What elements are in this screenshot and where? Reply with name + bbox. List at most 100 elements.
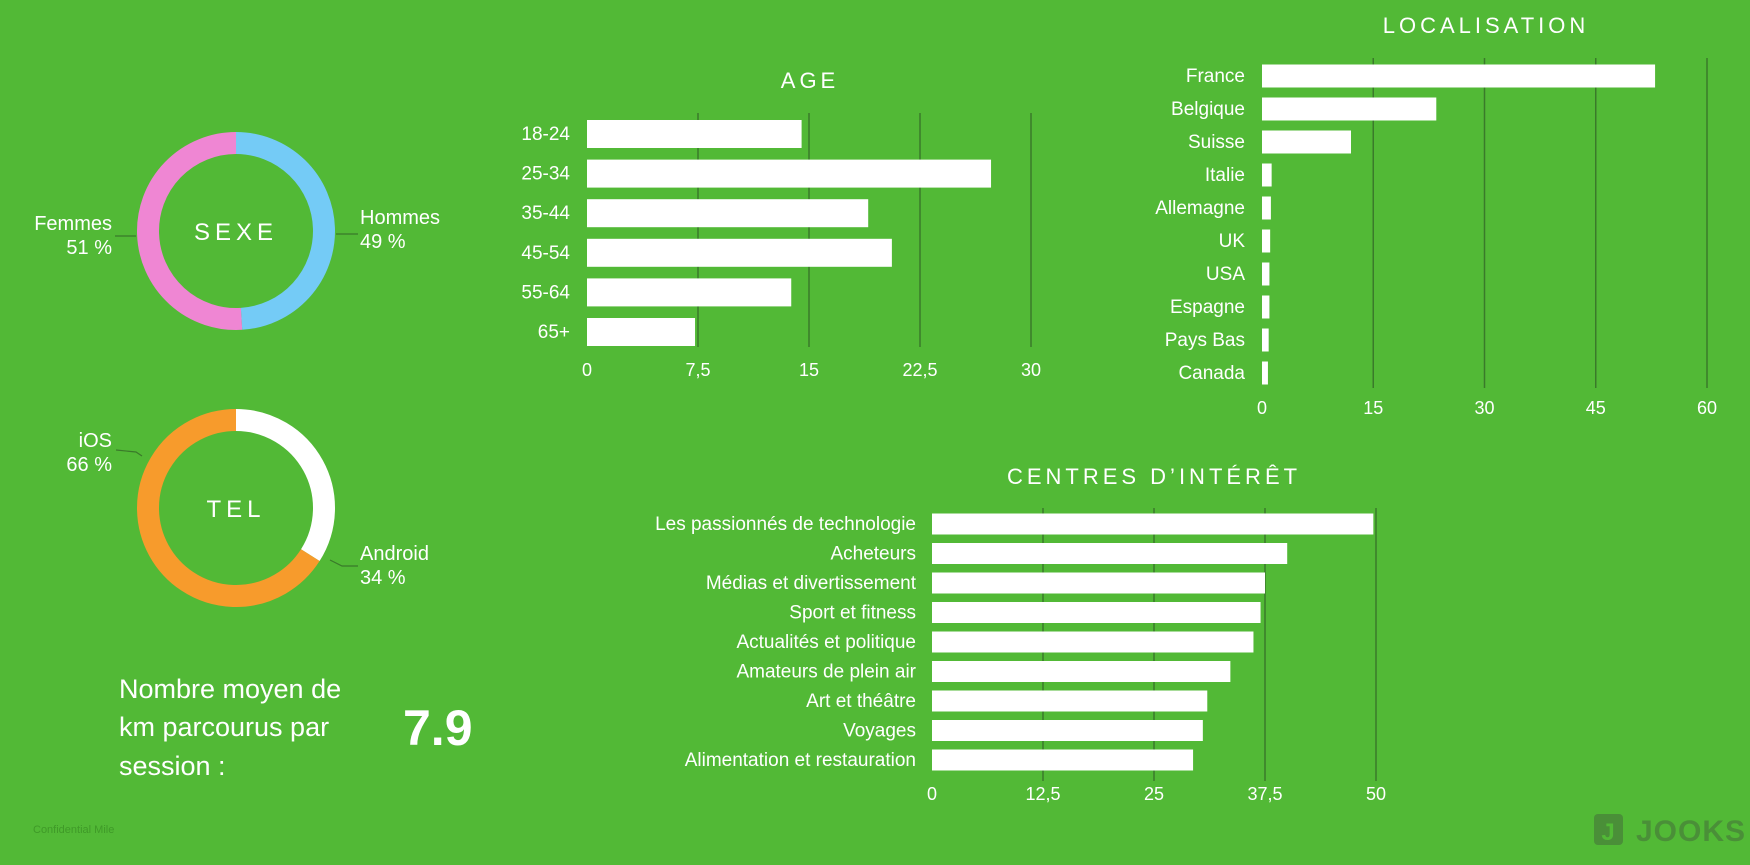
- tick-label: 15: [1363, 398, 1383, 418]
- donut-center-label: TEL: [206, 496, 265, 523]
- category-label: 65+: [538, 322, 570, 343]
- tick-label: 0: [1257, 398, 1267, 418]
- category-label: 45-54: [521, 243, 570, 264]
- tick-label: 12,5: [1025, 784, 1060, 804]
- bar: [587, 120, 802, 148]
- slice-label: Android: [360, 543, 429, 565]
- slice-label: iOS: [79, 430, 112, 452]
- logo-badge: [1594, 814, 1623, 845]
- bar: [1262, 229, 1271, 253]
- category-label: Les passionnés de technologie: [655, 514, 916, 535]
- category-label: Art et théâtre: [806, 691, 916, 712]
- category-label: Italie: [1205, 165, 1245, 186]
- donut-slice: [235, 409, 335, 562]
- stat-label-line-3: session :: [119, 751, 226, 781]
- donut-slice: [235, 132, 335, 330]
- bar: [932, 543, 1288, 564]
- slice-percent: 34 %: [360, 567, 406, 589]
- bar: [1262, 130, 1351, 154]
- category-label: Allemagne: [1155, 198, 1245, 219]
- category-label: Alimentation et restauration: [685, 750, 916, 771]
- donut-slice: [137, 409, 320, 607]
- stat-label-line-1: Nombre moyen de: [119, 674, 341, 704]
- bar: [932, 513, 1374, 535]
- category-label: 35-44: [521, 203, 570, 224]
- category-label: Suisse: [1188, 132, 1245, 153]
- chart-title: AGE: [781, 68, 839, 93]
- bar: [1262, 361, 1268, 385]
- category-label: USA: [1206, 264, 1245, 285]
- slice-percent: 51 %: [66, 237, 112, 259]
- tick-label: 30: [1021, 360, 1041, 380]
- category-label: Voyages: [843, 721, 916, 742]
- stat-value: 7.9: [403, 700, 473, 756]
- donut-slice: [137, 132, 243, 330]
- category-label: Médias et divertissement: [706, 573, 917, 594]
- category-label: Canada: [1178, 363, 1245, 384]
- category-label: Belgique: [1171, 99, 1245, 120]
- bar: [932, 720, 1203, 741]
- bar: [932, 661, 1231, 682]
- tick-label: 15: [799, 360, 819, 380]
- category-label: 25-34: [521, 164, 570, 185]
- interests-bar-chart: CENTRES D’INTÉRÊT Les passionnés de techn…: [655, 464, 1386, 804]
- slice-percent: 49 %: [360, 231, 406, 253]
- bar: [932, 572, 1265, 594]
- donut-center-label: SEXE: [194, 219, 278, 246]
- logo-text: JOOKS: [1636, 815, 1746, 848]
- confidential-note: Confidential Mile: [33, 824, 114, 836]
- bar: [587, 278, 792, 307]
- bar: [932, 749, 1194, 771]
- category-label: Pays Bas: [1165, 330, 1245, 351]
- stat-label-line-2: km parcourus par: [119, 712, 329, 742]
- category-label: Amateurs de plein air: [736, 662, 916, 683]
- category-label: Espagne: [1170, 297, 1245, 318]
- chart-title: CENTRES D’INTÉRÊT: [1007, 464, 1301, 489]
- category-label: Sport et fitness: [789, 603, 916, 624]
- bar: [932, 690, 1208, 712]
- slice-label: Hommes: [360, 207, 440, 229]
- location-bar-chart: LOCALISATION France Belgique Suisse Italie Al…: [1155, 13, 1717, 418]
- category-label: France: [1186, 66, 1245, 87]
- age-bar-chart: AGE 18-24 25-34 35-44 45-54 55-64 65+ 0 7,5 15 22,…: [521, 68, 1041, 380]
- bar: [1262, 163, 1272, 187]
- bar: [1262, 64, 1656, 88]
- tick-label: 50: [1366, 784, 1386, 804]
- bar: [587, 199, 869, 228]
- tick-label: 30: [1474, 398, 1494, 418]
- tick-label: 7,5: [685, 360, 710, 380]
- tick-label: 60: [1697, 398, 1717, 418]
- tick-label: 37,5: [1247, 784, 1282, 804]
- bar: [1262, 196, 1271, 220]
- category-label: UK: [1219, 231, 1246, 252]
- bar: [1262, 328, 1269, 352]
- bar: [932, 602, 1261, 623]
- jooks-logo: J JOOKS: [1594, 814, 1746, 848]
- bar: [587, 318, 696, 346]
- tick-label: 0: [927, 784, 937, 804]
- chart-title: LOCALISATION: [1383, 13, 1590, 38]
- bar: [1262, 295, 1270, 319]
- bar: [1262, 262, 1270, 286]
- average-km-stat: Nombre moyen de km parcourus par session…: [119, 674, 473, 781]
- category-label: 55-64: [521, 282, 570, 303]
- tick-label: 0: [582, 360, 592, 380]
- bar: [932, 631, 1254, 653]
- leader-line: [329, 559, 358, 567]
- leader-line: [115, 449, 143, 457]
- category-label: 18-24: [521, 124, 570, 145]
- tick-label: 22,5: [902, 360, 937, 380]
- slice-label: Femmes: [34, 213, 112, 235]
- bar: [587, 159, 992, 188]
- category-label: Acheteurs: [830, 544, 916, 565]
- slice-percent: 66 %: [66, 454, 112, 476]
- tick-label: 45: [1586, 398, 1606, 418]
- tick-label: 25: [1144, 784, 1164, 804]
- category-label: Actualités et politique: [736, 632, 916, 653]
- bar: [1262, 97, 1437, 121]
- bar: [587, 238, 892, 267]
- logo-letter: J: [1601, 819, 1614, 846]
